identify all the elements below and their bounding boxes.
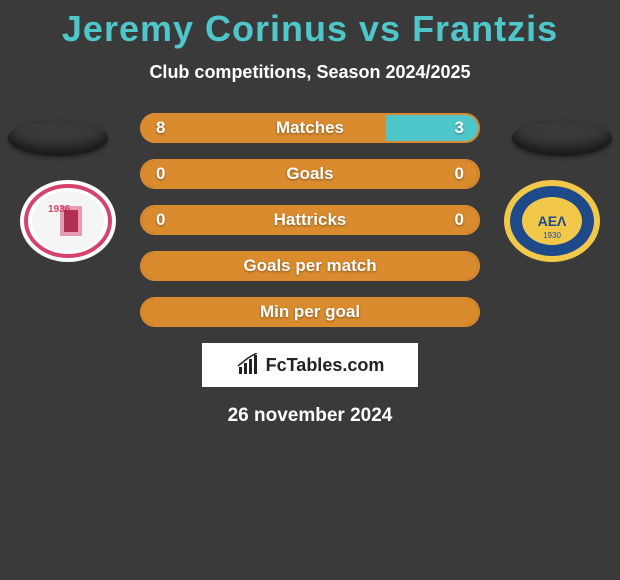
club-badge-left: 1936 (18, 178, 118, 264)
stat-label: Goals per match (142, 256, 478, 276)
comparison-widget: Jeremy Corinus vs Frantzis Club competit… (0, 0, 620, 427)
branding-box[interactable]: FcTables.com (202, 343, 418, 387)
club-badge-right: ΑΕΛ 1930 (502, 178, 602, 264)
stat-label: Matches (142, 118, 478, 138)
stat-label: Min per goal (142, 302, 478, 322)
stat-row: Goals per match (140, 251, 480, 281)
stat-row: Min per goal (140, 297, 480, 327)
stat-row: 00Goals (140, 159, 480, 189)
stat-row: 83Matches (140, 113, 480, 143)
svg-text:ΑΕΛ: ΑΕΛ (538, 213, 567, 229)
stat-label: Hattricks (142, 210, 478, 230)
shadow-ellipse-left (8, 120, 108, 156)
shadow-ellipse-right (512, 120, 612, 156)
comparison-date: 26 november 2024 (0, 405, 620, 427)
chart-icon (236, 353, 260, 377)
branding-text: FcTables.com (266, 355, 385, 376)
comparison-subtitle: Club competitions, Season 2024/2025 (0, 62, 620, 83)
ael-badge-icon: ΑΕΛ 1930 (502, 178, 602, 264)
enp-badge-icon: 1936 (18, 178, 118, 264)
comparison-title: Jeremy Corinus vs Frantzis (0, 8, 620, 50)
svg-text:1930: 1930 (543, 231, 561, 240)
stat-row: 00Hattricks (140, 205, 480, 235)
stat-label: Goals (142, 164, 478, 184)
stats-list: 83Matches 00Goals 00Hattricks Goals per mat… (140, 113, 480, 327)
